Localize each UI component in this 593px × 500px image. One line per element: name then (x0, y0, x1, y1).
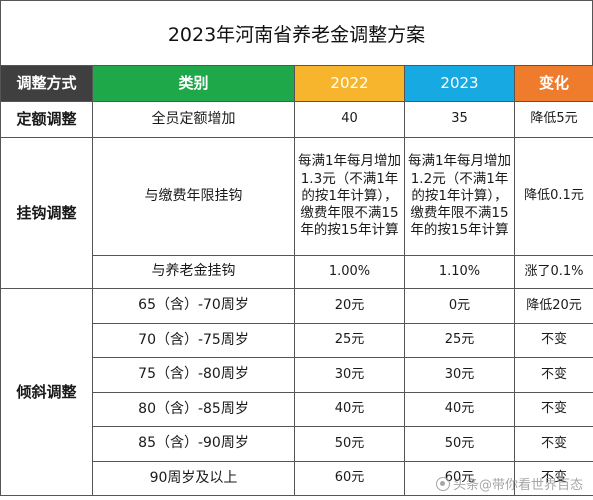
method-fixed: 定额调整 (0, 101, 93, 138)
method-linked: 挂钩调整 (0, 137, 93, 289)
change-cell: 不变 (514, 460, 593, 496)
change-cell: 不变 (514, 322, 593, 358)
value-2023: 0元 (404, 288, 515, 324)
value-2023: 60元 (404, 460, 515, 496)
table-row: 倾斜调整 65（含）-70周岁 20元 0元 降低20元 (0, 288, 593, 496)
value-2022: 1.00% (294, 255, 405, 289)
value-2022: 每满1年每月增加 1.3元（不满1年的按1年计算），缴费年限不满15年的按15年… (294, 137, 405, 256)
category-cell: 与养老金挂钩 (92, 255, 295, 289)
category-cell: 90周岁及以上 (92, 460, 295, 496)
value-2022: 40元 (294, 391, 405, 427)
table-row: 80（含）-85周岁 40元 40元 不变 (1, 391, 593, 427)
category-cell: 85（含）-90周岁 (92, 426, 295, 462)
category-cell: 65（含）-70周岁 (92, 288, 295, 324)
value-2023: 每满1年每月增加 1.2元（不满1年的按1年计算），缴费年限不满15年的按15年… (404, 137, 515, 256)
category-cell: 70（含）-75周岁 (92, 322, 295, 358)
category-cell: 80（含）-85周岁 (92, 391, 295, 427)
header-2022: 2022 (294, 65, 405, 102)
header-change: 变化 (514, 65, 593, 102)
value-2022: 20元 (294, 288, 405, 324)
value-2022: 50元 (294, 426, 405, 462)
value-2022: 40 (294, 101, 405, 138)
header-method: 调整方式 (0, 65, 93, 102)
value-2022: 30元 (294, 357, 405, 393)
value-2022: 60元 (294, 460, 405, 496)
page-title: 2023年河南省养老金调整方案 (0, 0, 593, 65)
table-row: 定额调整 全员定额增加 40 35 降低5元 (0, 101, 593, 138)
header-row: 调整方式 类别 2022 2023 变化 (0, 65, 593, 102)
table-row: 85（含）-90周岁 50元 50元 不变 (1, 426, 593, 462)
value-2023: 1.10% (404, 255, 515, 289)
header-category: 类别 (92, 65, 295, 102)
change-cell: 不变 (514, 391, 593, 427)
method-tilt: 倾斜调整 (0, 288, 93, 496)
change-cell: 不变 (514, 426, 593, 462)
table-row: 挂钩调整 与缴费年限挂钩 每满1年每月增加 1.3元（不满1年的按1年计算），缴… (0, 137, 593, 289)
change-cell: 降低0.1元 (514, 137, 593, 256)
category-cell: 全员定额增加 (92, 101, 295, 138)
category-cell: 与缴费年限挂钩 (92, 137, 295, 256)
table-row: 与养老金挂钩 1.00% 1.10% 涨了0.1% (1, 255, 593, 289)
adjustment-table: 调整方式 类别 2022 2023 变化 定额调整 全员定额增加 40 35 降… (0, 65, 593, 496)
category-cell: 75（含）-80周岁 (92, 357, 295, 393)
value-2022: 25元 (294, 322, 405, 358)
change-cell: 涨了0.1% (514, 255, 593, 289)
change-cell: 不变 (514, 357, 593, 393)
header-2023: 2023 (404, 65, 515, 102)
value-2023: 30元 (404, 357, 515, 393)
value-2023: 50元 (404, 426, 515, 462)
value-2023: 40元 (404, 391, 515, 427)
table-row: 70（含）-75周岁 25元 25元 不变 (1, 322, 593, 358)
change-cell: 降低5元 (514, 101, 593, 138)
table-row: 90周岁及以上 60元 60元 不变 (1, 460, 593, 496)
value-2023: 25元 (404, 322, 515, 358)
table-row: 75（含）-80周岁 30元 30元 不变 (1, 357, 593, 393)
value-2023: 35 (404, 101, 515, 138)
change-cell: 降低20元 (514, 288, 593, 324)
